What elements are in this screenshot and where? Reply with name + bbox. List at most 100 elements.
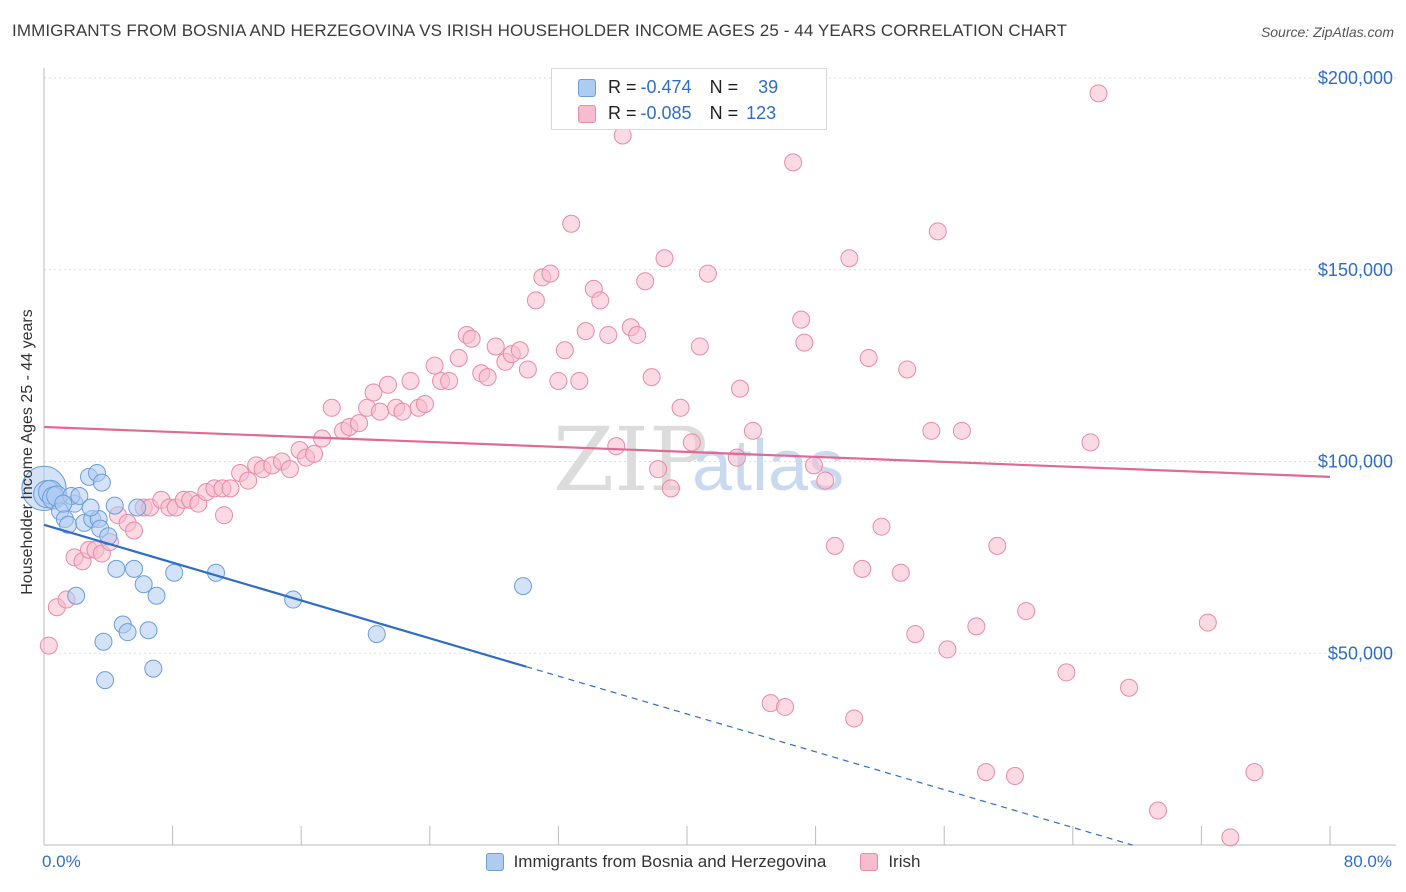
irish-point [859,348,878,367]
bosnia-point [92,473,111,492]
irish-point [562,214,581,233]
irish-point [853,559,872,578]
y-tick-label: $100,000 [1318,452,1393,472]
irish-point [988,536,1007,555]
irish-point [221,479,240,498]
irish-point [599,325,618,344]
trend-lines [43,425,1331,846]
irish-point [462,329,481,348]
irish-point [449,348,468,367]
legend-swatch-bosnia [485,853,504,871]
watermark-zip: ZIP [553,408,708,511]
legend-swatch-irish [578,104,596,123]
y-axis-label: Householder Income Ages 25 - 44 years [19,309,36,595]
legend-n-label: N = [709,77,739,97]
irish-point [682,433,701,452]
bosnia-point [139,621,158,640]
irish-point [1245,763,1264,782]
irish-point [928,222,947,241]
bosnia-point [134,575,153,594]
irish-point [628,325,647,344]
legend-row-irish: R = -0.085 N = 123 [578,103,776,124]
irish-point [649,460,668,479]
legend-label-bosnia: Immigrants from Bosnia and Herzegovina [513,852,827,871]
irish-point [671,398,690,417]
trend-line-irish [43,425,1331,478]
y-tick-label: $50,000 [1328,643,1393,663]
source-label: Source: ZipAtlas.com [1260,24,1394,40]
trend-line-bosnia-extension [526,666,1133,846]
watermark: ZIP atlas [553,408,844,511]
bosnia-point [514,577,533,596]
irish-point [816,471,835,490]
irish-point [425,356,444,375]
bosnia-point [118,623,137,642]
bosnia-point [105,496,124,515]
irish-point [1057,663,1076,682]
irish-point [898,360,917,379]
irish-point [731,379,750,398]
x-tick-max: 80.0% [1343,852,1392,871]
irish-point [1120,678,1139,697]
irish-point [891,563,910,582]
irish-point [1148,801,1167,820]
legend-swatch-irish [860,853,879,871]
bosnia-point [67,586,86,605]
irish-point [570,371,589,390]
bosnia-point [70,487,89,506]
irish-point [922,421,941,440]
bosnia-point [81,498,100,517]
y-tick-label: $200,000 [1318,68,1393,88]
irish-point [906,625,925,644]
irish-point [393,402,412,421]
series-irish-points [39,84,1264,847]
grid-lines [44,77,1396,654]
legend-r-label: R = [608,103,637,123]
legend-item-irish[interactable]: Irish [860,852,920,872]
bosnia-point [54,494,73,513]
irish-point [239,471,258,490]
irish-point [804,456,823,475]
irish-point [825,536,844,555]
irish-point [967,617,986,636]
irish-point [642,368,661,387]
irish-point [872,517,891,536]
irish-point [776,697,795,716]
bosnia-point [147,586,166,605]
y-tick-labels: $50,000 $100,000 $150,000 $200,000 [1318,68,1393,663]
irish-point [743,421,762,440]
bosnia-point [125,559,144,578]
legend-item-bosnia[interactable]: Immigrants from Bosnia and Herzegovina [485,852,827,872]
irish-point [1017,602,1036,621]
irish-point [379,375,398,394]
irish-point [39,636,58,655]
irish-point [636,272,655,291]
irish-point [401,371,420,390]
bosnia-point [144,659,163,678]
irish-point [840,249,859,268]
irish-point [549,371,568,390]
correlation-legend: R = -0.474 N = 39 R = -0.085 N = 123 [551,68,827,130]
irish-point [370,402,389,421]
legend-r-label: R = [608,77,637,97]
bosnia-point [128,498,147,517]
bosnia-point [96,671,115,690]
irish-point [478,368,497,387]
legend-swatch-bosnia [578,78,596,97]
irish-point [518,360,537,379]
irish-point [305,444,324,463]
irish-point [698,264,717,283]
irish-point [486,337,505,356]
irish-point [1221,828,1240,847]
irish-point [576,322,595,341]
irish-point [795,333,814,352]
irish-point [845,709,864,728]
bosnia-point [94,632,113,651]
irish-point [440,371,459,390]
irish-point [607,437,626,456]
irish-point [690,337,709,356]
irish-point [661,479,680,498]
irish-point [1089,84,1108,103]
irish-point [364,383,383,402]
